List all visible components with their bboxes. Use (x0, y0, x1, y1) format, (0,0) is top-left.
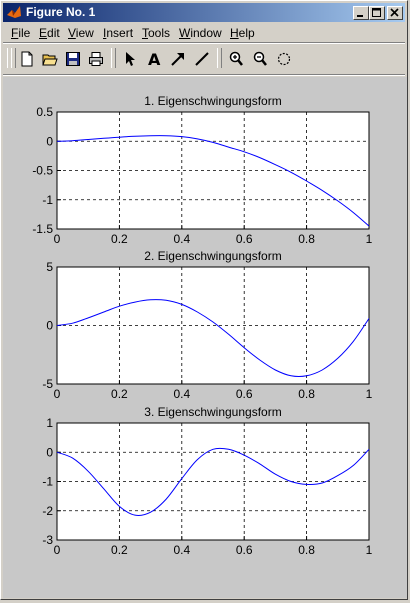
zoom-in-button[interactable] (225, 48, 247, 70)
y-tick-label: -3 (42, 533, 53, 547)
y-tick-label: -1.5 (32, 222, 53, 236)
open-button[interactable] (39, 48, 61, 70)
y-tick-label: -1 (42, 475, 53, 489)
save-button[interactable] (62, 48, 84, 70)
x-tick-label: 0.6 (236, 232, 253, 246)
x-tick-label: 1 (366, 387, 373, 401)
title-bar[interactable]: Figure No. 1 (3, 3, 405, 22)
zoom-in-icon (229, 51, 243, 66)
menu-edit[interactable]: Edit (39, 26, 60, 40)
subplot-title: 1. Eigenschwingungsform (144, 94, 281, 108)
menu-help[interactable]: Help (230, 26, 255, 40)
x-tick-label: 0.4 (173, 387, 190, 401)
y-tick-label: -2 (42, 504, 53, 518)
x-tick-label: 0.8 (298, 543, 315, 557)
insert-line-button[interactable] (191, 48, 213, 70)
x-tick-label: 0 (54, 232, 61, 246)
y-tick-label: -0.5 (32, 164, 53, 178)
x-tick-label: 0.4 (173, 543, 190, 557)
x-tick-label: 1 (366, 543, 373, 557)
y-tick-label: 5 (46, 260, 53, 274)
series-line-1 (56, 135, 370, 227)
toolbar: A (3, 45, 405, 73)
print-button[interactable] (85, 48, 107, 70)
menu-file[interactable]: File (11, 26, 31, 40)
menu-separator (3, 42, 405, 44)
select-arrow-icon (126, 52, 135, 66)
toolbar-separator-line (3, 74, 405, 76)
zoom-out-icon (253, 51, 267, 66)
save-icon (66, 52, 80, 66)
maximize-icon (372, 8, 381, 17)
new-file-button[interactable] (16, 48, 38, 70)
subplot-1: 0 0.2 0.4 0.6 0.8 1 0.5 0 -0.5 -1 -1.5 1. Eigenschw… (32, 94, 372, 246)
y-tick-label: 0 (46, 445, 53, 459)
x-tick-label: 0.4 (173, 232, 190, 246)
y-tick-label: 0.5 (36, 105, 53, 119)
menu-insert[interactable]: Insert (103, 26, 134, 40)
toolbar-separator (217, 48, 222, 68)
series-line-2 (56, 299, 370, 378)
x-tick-label: 0.8 (298, 232, 315, 246)
subplot-2: 0 0.2 0.4 0.6 0.8 150-52. Eigenschwingungsfor… (42, 249, 372, 401)
subplot-title: 3. Eigenschwingungsform (144, 405, 281, 419)
zoom-out-button[interactable] (249, 48, 271, 70)
matlab-logo-icon (7, 6, 21, 18)
toolbar-separator (111, 48, 116, 68)
toolbar-grip[interactable] (11, 48, 16, 68)
window-title: Figure No. 1 (26, 5, 96, 19)
x-tick-label: 0.2 (111, 387, 128, 401)
print-icon (89, 52, 103, 66)
subplot-title: 2. Eigenschwingungsform (144, 249, 281, 263)
x-tick-label: 0 (54, 387, 61, 401)
x-tick-label: 0 (54, 543, 61, 557)
x-tick-label: 0.6 (236, 543, 253, 557)
insert-arrow-button[interactable] (167, 48, 189, 70)
insert-line-icon (195, 52, 209, 66)
insert-text-icon: A (148, 50, 161, 69)
open-folder-icon (42, 54, 58, 66)
select-tool-button[interactable] (119, 48, 141, 70)
y-tick-label: 0 (46, 319, 53, 333)
minimize-icon (357, 15, 363, 17)
new-file-icon (21, 51, 33, 67)
subplot-3: 0 0.2 0.4 0.6 0.8 1 1 0 -1 -2 -3 3. Eigenschwingung… (42, 405, 372, 557)
maximize-button[interactable] (369, 6, 385, 20)
menu-bar: File Edit View Insert Tools Window Help (3, 23, 405, 42)
x-tick-label: 0.6 (236, 387, 253, 401)
rotate-icon (277, 52, 291, 66)
x-tick-label: 0.2 (111, 232, 128, 246)
close-icon (390, 8, 399, 17)
menu-tools[interactable]: Tools (142, 26, 171, 40)
x-tick-label: 0.8 (298, 387, 315, 401)
menu-window[interactable]: Window (179, 26, 222, 40)
close-button[interactable] (387, 6, 403, 20)
y-tick-label: -5 (42, 377, 53, 391)
figure-canvas: 0 0.2 0.4 0.6 0.8 1 0.5 0 -0.5 -1 -1.5 1. Eigenschw… (3, 77, 407, 598)
y-tick-label: 0 (46, 134, 53, 148)
x-tick-label: 1 (366, 232, 373, 246)
insert-arrow-icon (171, 53, 184, 66)
insert-text-button[interactable]: A (143, 48, 165, 70)
series-line-3 (56, 447, 370, 516)
x-tick-label: 0.2 (111, 543, 128, 557)
y-tick-label: 1 (46, 416, 53, 430)
minimize-button[interactable] (353, 6, 369, 20)
rotate-button[interactable] (273, 48, 295, 70)
y-tick-label: -1 (42, 193, 53, 207)
subplots-canvas: 0 0.2 0.4 0.6 0.8 1 0.5 0 -0.5 -1 -1.5 1. Eigenschw… (32, 94, 372, 557)
menu-view[interactable]: View (68, 26, 94, 40)
